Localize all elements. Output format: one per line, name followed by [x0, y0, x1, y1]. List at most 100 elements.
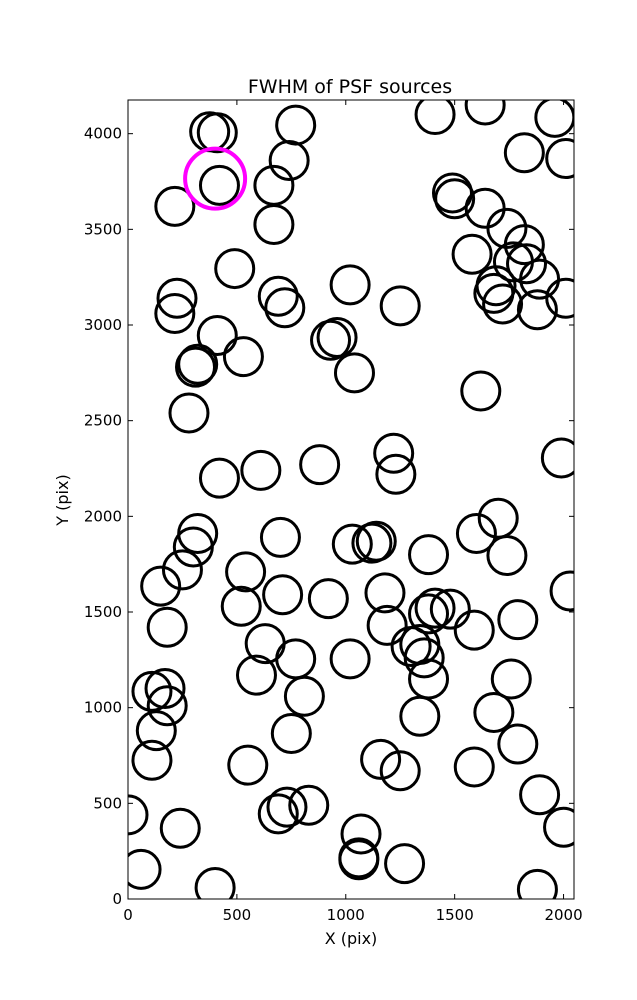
data-point — [135, 710, 177, 752]
data-point — [172, 526, 214, 568]
data-point — [519, 774, 561, 816]
data-point — [490, 658, 532, 700]
data-point — [408, 534, 450, 576]
y-tick-labels: 0 500 1000 1500 2000 2500 3000 3500 4000 — [84, 125, 122, 908]
data-point — [543, 806, 574, 848]
y-axis-label: Y (pix) — [53, 474, 72, 526]
data-point — [414, 100, 456, 136]
data-point — [429, 588, 471, 630]
data-point — [460, 370, 502, 412]
y-tick-label: 1000 — [84, 699, 122, 717]
x-tick-label: 1500 — [436, 906, 474, 924]
data-point — [235, 654, 277, 696]
data-point — [194, 867, 236, 899]
data-point — [375, 453, 417, 495]
data-point — [270, 712, 312, 754]
y-tick-label: 2500 — [84, 412, 122, 430]
data-point — [340, 813, 382, 855]
data-point — [310, 319, 352, 361]
data-point — [198, 457, 240, 499]
data-point — [240, 449, 282, 491]
data-point — [453, 746, 495, 788]
data-point — [482, 283, 524, 325]
data-point — [220, 585, 262, 627]
data-point — [540, 437, 574, 479]
data-point — [403, 637, 445, 679]
data-point — [379, 750, 421, 792]
plot-frame — [127, 99, 575, 900]
data-point — [154, 293, 196, 335]
data-point — [146, 685, 188, 727]
data-point — [156, 277, 198, 319]
data-point — [379, 285, 421, 327]
data-point — [497, 599, 539, 641]
data-point — [266, 786, 308, 828]
data-point — [338, 839, 380, 881]
data-point — [299, 444, 341, 486]
data-point — [486, 535, 528, 577]
data-point — [331, 523, 373, 565]
data-point — [545, 277, 574, 319]
y-tick-label: 3500 — [84, 220, 122, 238]
data-point — [264, 287, 306, 329]
data-point — [473, 272, 515, 314]
data-point — [453, 609, 495, 651]
y-tick-label: 2000 — [84, 507, 122, 525]
data-point — [473, 691, 515, 733]
data-point — [198, 164, 240, 206]
data-point — [434, 178, 476, 220]
data-point — [307, 578, 349, 620]
data-point — [333, 352, 375, 394]
chart-title: FWHM of PSF sources — [248, 76, 452, 98]
data-point — [227, 744, 269, 786]
data-point — [329, 264, 371, 306]
data-point — [366, 604, 408, 646]
data-point — [196, 112, 238, 154]
data-point — [257, 275, 299, 317]
data-point — [408, 593, 450, 635]
data-point — [253, 204, 295, 246]
data-point — [175, 346, 217, 388]
data-point — [146, 606, 188, 648]
data-point — [373, 432, 415, 474]
highlight-point — [183, 146, 248, 211]
data-point — [516, 868, 558, 899]
data-point — [257, 793, 299, 835]
data-point — [455, 513, 497, 555]
y-tick-label: 4000 — [84, 125, 122, 143]
data-point — [283, 675, 325, 717]
data-point — [451, 233, 493, 275]
data-point — [316, 316, 358, 358]
data-point — [128, 848, 162, 890]
data-point — [177, 343, 219, 385]
data-point — [222, 336, 264, 378]
y-tick-label: 3000 — [84, 316, 122, 334]
x-tick-label: 500 — [223, 906, 252, 924]
data-point — [399, 695, 441, 737]
data-point — [360, 738, 402, 780]
data-point — [545, 138, 574, 180]
x-tick-labels: 0 500 1000 1500 2000 — [123, 906, 582, 924]
data-point — [414, 587, 456, 629]
data-point — [161, 549, 203, 591]
data-point — [506, 243, 548, 285]
data-point — [259, 516, 301, 558]
data-point — [140, 565, 182, 607]
x-tick-label: 0 — [123, 906, 133, 924]
y-tick-label: 500 — [93, 794, 122, 812]
data-point — [159, 807, 201, 849]
data-point — [262, 574, 304, 616]
data-point — [549, 570, 574, 612]
data-point — [268, 139, 310, 181]
data-point — [214, 248, 256, 290]
highlight-markers — [183, 146, 248, 211]
data-point — [355, 520, 397, 562]
data-point — [497, 723, 539, 765]
x-axis-label: X (pix) — [325, 929, 378, 948]
data-point — [144, 668, 186, 710]
plot-area — [128, 100, 574, 899]
data-point — [225, 551, 267, 593]
y-tick-label: 1500 — [84, 603, 122, 621]
